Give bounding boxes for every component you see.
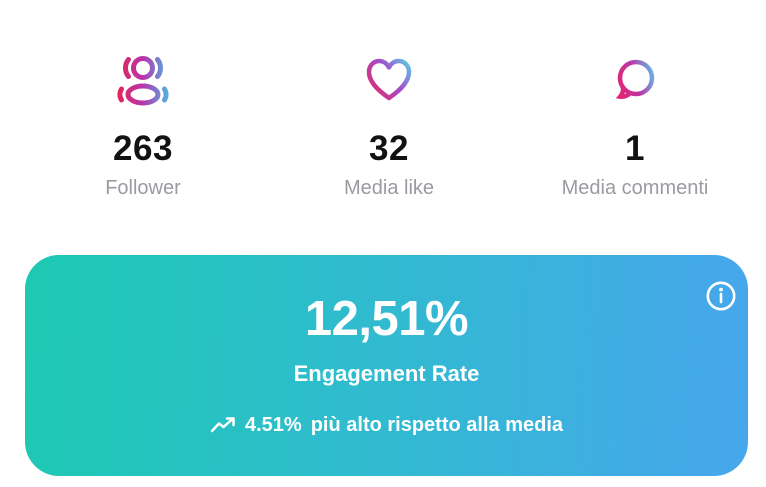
- stat-media-comments: 1 Media commenti: [530, 51, 740, 198]
- trending-up-icon: [210, 416, 236, 434]
- delta-text: più alto rispetto alla media: [310, 414, 563, 437]
- followers-count: 263: [113, 129, 173, 168]
- media-comments-count: 1: [625, 129, 645, 168]
- stat-followers: 263 Follower: [38, 51, 248, 198]
- engagement-rate-title: Engagement Rate: [293, 361, 480, 386]
- delta-value: 4.51%: [245, 414, 302, 437]
- stats-row: 263 Follower 32 Media like: [0, 0, 766, 198]
- info-icon[interactable]: [705, 280, 737, 312]
- followers-label: Follower: [105, 177, 181, 199]
- engagement-rate-value: 12,51%: [304, 292, 469, 346]
- followers-icon: [38, 51, 248, 109]
- media-comments-label: Media commenti: [561, 177, 709, 199]
- stat-media-like: 32 Media like: [284, 51, 494, 198]
- heart-icon: [284, 51, 494, 109]
- chat-bubble-icon: [530, 51, 740, 109]
- media-like-count: 32: [369, 129, 409, 168]
- engagement-rate-card: 12,51% Engagement Rate 4.51% più alto ri…: [25, 255, 748, 476]
- engagement-delta: 4.51% più alto rispetto alla media: [25, 413, 748, 437]
- media-like-label: Media like: [343, 177, 435, 199]
